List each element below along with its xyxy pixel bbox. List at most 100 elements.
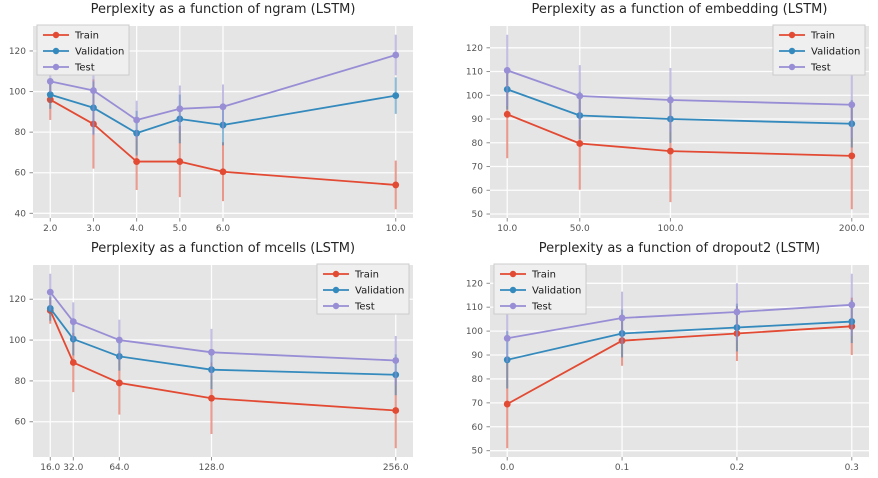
data-point xyxy=(208,348,215,356)
legend-label: Train xyxy=(354,270,379,281)
y-tick-label: 80 xyxy=(15,128,27,138)
x-tick-label: 6.0 xyxy=(216,224,231,234)
y-tick-label: 80 xyxy=(472,139,484,149)
legend-marker xyxy=(52,63,60,71)
x-tick-label: 3.0 xyxy=(86,224,101,234)
series-test xyxy=(503,273,856,363)
legend-marker xyxy=(332,302,340,310)
legend-marker xyxy=(52,31,60,39)
series-test xyxy=(46,273,400,385)
data-point xyxy=(176,158,184,165)
data-point xyxy=(115,336,123,344)
chart-canvas-mcells: 16.0 32.0 64.0 128.0 256.0 60 80 100 120 Train Val… xyxy=(9,263,413,473)
data-point xyxy=(503,66,511,74)
subplot-dropout2: 0.0 0.1 0.2 0.3 50 60 70 80 90 100 110 120 Train Vali… xyxy=(439,239,878,478)
y-tick-label: 90 xyxy=(472,351,484,361)
series-line xyxy=(507,303,852,340)
x-tick-label: 200.0 xyxy=(839,224,865,234)
y-tick-label: 50 xyxy=(472,447,484,457)
legend-label: Train xyxy=(810,31,835,42)
y-tick-label: 60 xyxy=(472,423,484,433)
legend-label: Validation xyxy=(355,286,404,297)
data-point xyxy=(133,158,141,165)
legend-label: Test xyxy=(354,302,375,313)
ticks: 2.0 3.0 4.0 5.0 6.0 10.0 40 60 80 100 120 xyxy=(9,47,406,234)
x-tick-label: 10.0 xyxy=(386,224,406,234)
y-tick-label: 100 xyxy=(466,91,483,101)
x-tick-label: 0.1 xyxy=(615,463,629,473)
chart-title: Perplexity as a function of ngram (LSTM) xyxy=(90,2,356,17)
chart-title: Perplexity as a function of embedding (L… xyxy=(531,2,828,17)
x-tick-label: 50.0 xyxy=(570,224,590,234)
data-point xyxy=(219,103,227,111)
data-point xyxy=(503,334,511,342)
x-tick-label: 0.3 xyxy=(845,463,859,473)
chart-canvas-dropout2: 0.0 0.1 0.2 0.3 50 60 70 80 90 100 110 120 Train Vali… xyxy=(466,263,869,473)
legend-marker xyxy=(788,47,796,55)
y-tick-label: 80 xyxy=(15,377,27,387)
series-line xyxy=(50,93,396,135)
series-line xyxy=(50,54,396,121)
legend: Train Validation Test xyxy=(493,263,587,315)
data-point xyxy=(69,359,77,366)
y-tick-label: 100 xyxy=(466,327,483,337)
data-point xyxy=(46,91,54,99)
series-line xyxy=(506,69,852,106)
x-tick-label: 32.0 xyxy=(63,463,83,473)
y-tick-label: 60 xyxy=(15,169,27,179)
y-tick-label: 110 xyxy=(466,303,483,313)
series-line xyxy=(49,98,396,186)
data-point xyxy=(46,288,54,296)
chart-canvas-ngram: 2.0 3.0 4.0 5.0 6.0 10.0 40 60 80 100 120 Train Vali… xyxy=(9,24,413,234)
x-tick-label: 64.0 xyxy=(109,463,129,473)
x-tick-label: 10.0 xyxy=(497,224,517,234)
legend-marker xyxy=(509,302,517,310)
data-point xyxy=(848,101,856,109)
data-point xyxy=(733,308,741,316)
data-point xyxy=(219,168,227,176)
chart-title: Perplexity as a function of mcells (LSTM… xyxy=(90,241,356,256)
data-point xyxy=(848,301,856,309)
ticks: 16.0 32.0 64.0 128.0 256.0 60 80 100 120 xyxy=(9,295,409,473)
series-test xyxy=(503,34,856,139)
y-tick-label: 40 xyxy=(15,209,27,219)
y-tick-label: 120 xyxy=(9,47,26,57)
data-point xyxy=(618,314,626,322)
y-tick-label: 70 xyxy=(472,163,484,173)
data-point xyxy=(90,87,97,94)
data-point xyxy=(69,318,77,326)
x-tick-label: 0.2 xyxy=(730,463,744,473)
y-tick-label: 100 xyxy=(9,336,26,346)
data-point xyxy=(503,400,511,408)
legend: Train Validation Test xyxy=(36,24,130,76)
x-tick-label: 256.0 xyxy=(383,463,409,473)
legend-marker xyxy=(509,270,517,278)
data-point xyxy=(208,394,215,402)
chart-canvas-embedding: 10.0 50.0 100.0 200.0 50 60 70 80 90 100 110 120 Tra… xyxy=(466,24,869,234)
data-point xyxy=(392,357,400,364)
legend-label: Validation xyxy=(811,47,860,58)
legend-label: Validation xyxy=(75,47,124,58)
legend-marker xyxy=(788,63,796,71)
legend-label: Train xyxy=(531,270,556,281)
y-tick-label: 60 xyxy=(15,418,27,428)
legend: Train Validation Test xyxy=(316,263,410,315)
legend-marker xyxy=(788,31,796,39)
data-point xyxy=(848,152,856,160)
legend-label: Validation xyxy=(532,286,581,297)
data-point xyxy=(576,140,584,147)
y-tick-label: 110 xyxy=(466,68,483,78)
data-point xyxy=(392,407,400,414)
x-tick-label: 128.0 xyxy=(199,463,225,473)
subplot-embedding: 10.0 50.0 100.0 200.0 50 60 70 80 90 100 110 120 Tra… xyxy=(439,0,878,239)
x-tick-label: 100.0 xyxy=(658,224,684,234)
y-tick-label: 70 xyxy=(472,399,484,409)
legend: Train Validation Test xyxy=(772,24,866,76)
ticks: 10.0 50.0 100.0 200.0 50 60 70 80 90 100 110 120 xyxy=(466,44,865,234)
subplot-ngram: 2.0 3.0 4.0 5.0 6.0 10.0 40 60 80 100 120 Train Vali… xyxy=(0,0,439,239)
y-tick-label: 80 xyxy=(472,375,484,385)
legend-marker xyxy=(332,286,340,294)
subplot-mcells: 16.0 32.0 64.0 128.0 256.0 60 80 100 120 Train Val… xyxy=(0,239,439,478)
y-tick-label: 90 xyxy=(472,115,484,125)
y-tick-label: 50 xyxy=(472,210,484,220)
